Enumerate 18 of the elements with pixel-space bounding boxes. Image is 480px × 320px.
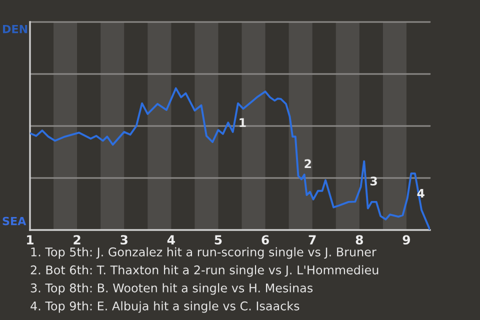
text: SEA: [2, 216, 26, 226]
x-tick-label: 3: [120, 235, 128, 245]
x-tick-label: 4: [167, 235, 175, 244]
x-tick-label: 8: [356, 235, 363, 245]
annotation: 1: [240, 118, 246, 127]
text: 2. Bot 6th: T. Thaxton hit a 2-run single vs J. L'Hommedieu: [30, 265, 378, 277]
annotation: 3: [370, 176, 377, 186]
x-tick-label: 6: [262, 235, 269, 245]
x-tick-label: 1: [27, 235, 34, 244]
x-tick-label: 9: [402, 235, 410, 245]
text: 3. Top 8th: B. Wooten hit a single vs H. Mesinas: [30, 283, 313, 295]
x-tick-label: 5: [214, 235, 222, 245]
text: 4. Top 9th: E. Albuja hit a single vs C. Isaacks: [30, 301, 300, 313]
x-tick-label: 2: [74, 235, 80, 244]
text: DEN: [3, 24, 28, 34]
x-tick-label: 7: [308, 235, 316, 244]
annotation: 2: [304, 159, 311, 168]
text: 1. Top 5th: J. Gonzalez hit a run-scoring single vs J. Bruner: [31, 247, 376, 259]
